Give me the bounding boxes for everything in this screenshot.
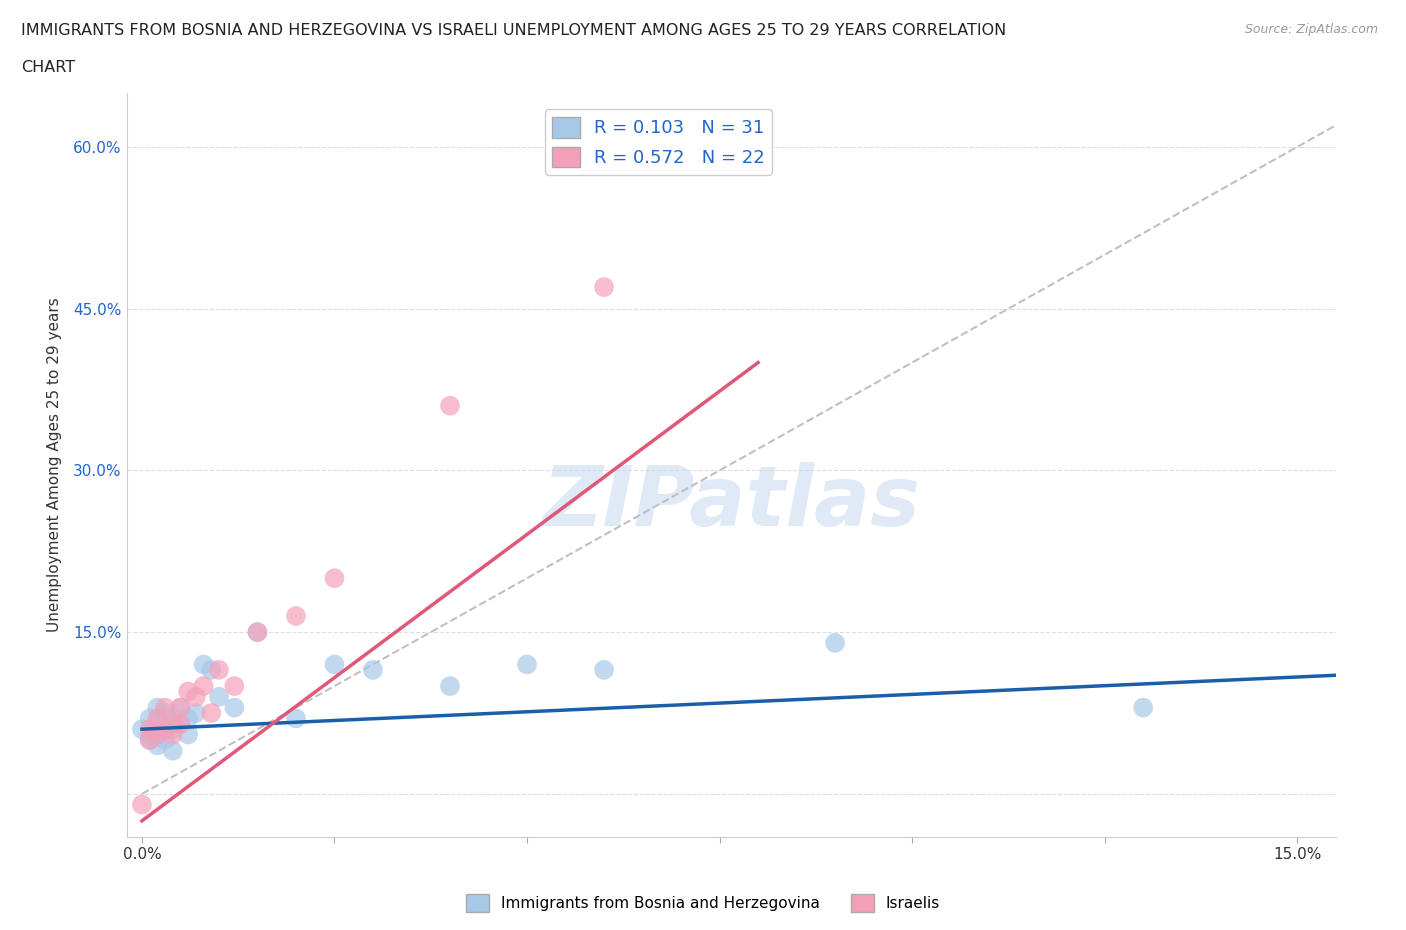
Point (439, 679, 461, 694)
Point (162, 727, 184, 742)
Point (146, 711, 169, 725)
Point (193, 657, 215, 671)
Point (177, 684, 200, 698)
Point (146, 737, 169, 752)
Text: IMMIGRANTS FROM BOSNIA AND HERZEGOVINA VS ISRAELI UNEMPLOYMENT AMONG AGES 25 TO : IMMIGRANTS FROM BOSNIA AND HERZEGOVINA V… (21, 23, 1007, 38)
Point (138, 733, 160, 748)
Point (162, 722, 184, 737)
Text: ZIPatlas: ZIPatlas (543, 461, 920, 543)
Legend: Immigrants from Bosnia and Herzegovina, Israelis: Immigrants from Bosnia and Herzegovina, … (460, 888, 946, 918)
Point (131, 797, 153, 812)
Point (153, 722, 176, 737)
Point (177, 727, 200, 742)
Point (246, 625, 269, 640)
Point (162, 743, 184, 758)
Point (285, 608, 308, 623)
Point (146, 700, 169, 715)
Point (138, 727, 160, 742)
Point (285, 711, 308, 725)
Point (246, 625, 269, 640)
Point (153, 733, 176, 748)
Point (138, 711, 160, 725)
Point (361, 662, 384, 677)
Point (153, 722, 176, 737)
Point (169, 700, 191, 715)
Point (169, 716, 191, 731)
Point (138, 733, 160, 748)
Point (323, 571, 346, 586)
Point (208, 662, 231, 677)
Point (169, 700, 191, 715)
Point (323, 657, 346, 671)
Point (224, 700, 246, 715)
Point (593, 280, 616, 295)
Point (516, 657, 538, 671)
Text: Source: ZipAtlas.com: Source: ZipAtlas.com (1244, 23, 1378, 36)
Point (177, 711, 200, 725)
Point (824, 635, 846, 650)
Point (224, 679, 246, 694)
Point (153, 700, 176, 715)
Point (138, 722, 160, 737)
Point (162, 711, 184, 725)
Text: CHART: CHART (21, 60, 75, 75)
Point (200, 706, 222, 721)
Point (184, 689, 207, 704)
Point (146, 727, 169, 742)
Point (169, 716, 191, 731)
Point (153, 706, 176, 721)
Point (184, 706, 207, 721)
Point (593, 662, 616, 677)
Point (162, 716, 184, 731)
Point (200, 662, 222, 677)
Point (1132, 700, 1154, 715)
Legend: R = 0.103   N = 31, R = 0.572   N = 22: R = 0.103 N = 31, R = 0.572 N = 22 (546, 110, 772, 175)
Point (193, 679, 215, 694)
Y-axis label: Unemployment Among Ages 25 to 29 years: Unemployment Among Ages 25 to 29 years (46, 298, 62, 632)
Point (131, 722, 153, 737)
Point (439, 398, 461, 413)
Point (208, 689, 231, 704)
Point (146, 716, 169, 731)
